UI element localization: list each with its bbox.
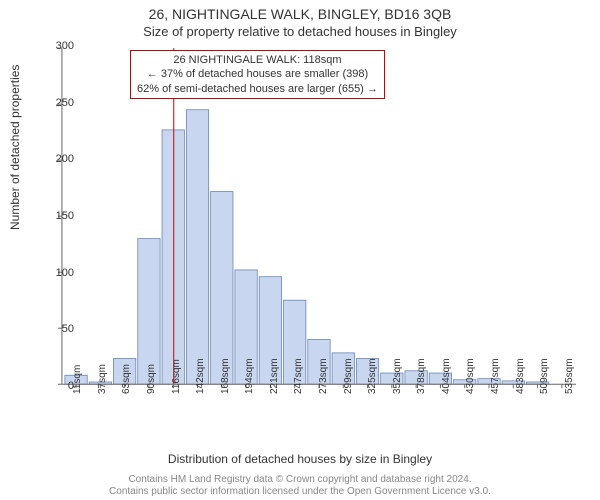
histogram-bar [211,192,233,385]
chart-subtitle: Size of property relative to detached ho… [0,24,600,39]
y-axis-label: Number of detached properties [8,65,22,230]
x-tick-label: 352sqm [392,358,403,394]
x-tick-label: 142sqm [195,358,206,394]
x-tick-label: 457sqm [490,358,501,394]
x-tick-label: 194sqm [244,358,255,394]
x-tick-label: 404sqm [441,358,452,394]
x-tick-label: 273sqm [318,358,329,394]
y-tick-label: 50 [44,323,74,335]
y-tick-label: 200 [44,153,74,165]
x-tick-label: 247sqm [293,358,304,394]
y-tick-label: 250 [44,97,74,109]
x-tick-label: 90sqm [146,364,157,394]
x-tick-label: 325sqm [367,358,378,394]
x-tick-label: 378sqm [416,358,427,394]
footer-attribution: Contains HM Land Registry data © Crown c… [0,474,600,498]
y-tick-label: 0 [44,380,74,392]
histogram-bar [138,239,160,385]
x-tick-label: 483sqm [515,358,526,394]
x-tick-label: 509sqm [539,358,550,394]
x-tick-label: 430sqm [465,358,476,394]
x-tick-label: 116sqm [171,359,182,394]
annotation-line-3: 62% of semi-detached houses are larger (… [137,82,378,96]
footer-line-1: Contains HM Land Registry data © Crown c… [0,474,600,486]
x-tick-label: 535sqm [564,358,575,394]
x-tick-label: 37sqm [97,364,108,394]
y-tick-label: 100 [44,267,74,279]
histogram-bar [162,130,184,384]
x-tick-label: 299sqm [343,358,354,394]
annotation-line-1: 26 NIGHTINGALE WALK: 118sqm [137,53,378,67]
histogram-bar [186,110,208,385]
x-tick-label: 11sqm [72,365,83,394]
y-tick-label: 300 [44,40,74,52]
annotation-box: 26 NIGHTINGALE WALK: 118sqm ← 37% of det… [130,50,385,99]
x-tick-label: 63sqm [121,364,132,394]
y-tick-label: 150 [44,210,74,222]
page-title: 26, NIGHTINGALE WALK, BINGLEY, BD16 3QB [0,6,600,22]
x-axis-label: Distribution of detached houses by size … [0,452,600,466]
x-tick-label: 221sqm [269,358,280,394]
annotation-line-2: ← 37% of detached houses are smaller (39… [137,67,378,81]
footer-line-2: Contains public sector information licen… [0,486,600,498]
x-tick-label: 168sqm [220,358,231,394]
